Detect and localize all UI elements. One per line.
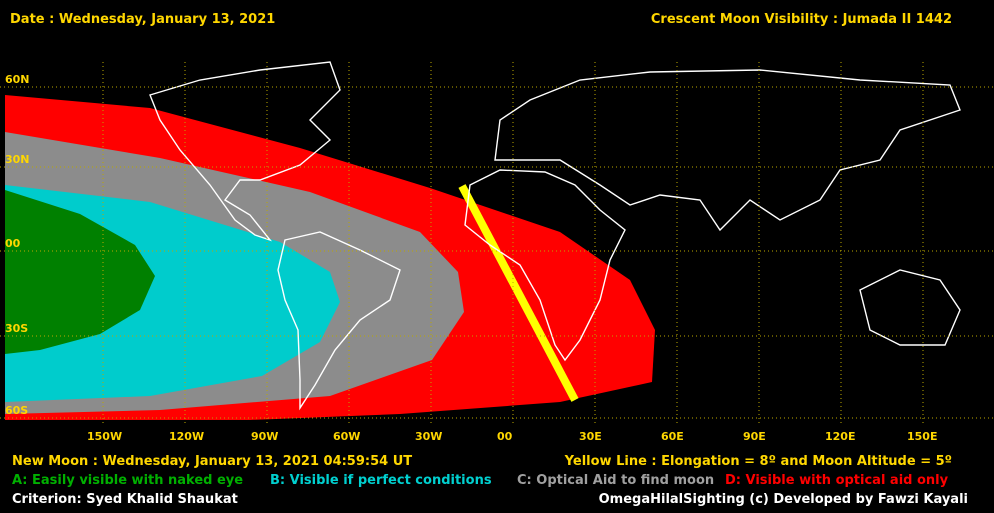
lon-label: 30W <box>415 430 442 443</box>
lat-label: 00 <box>5 237 21 250</box>
eurasia <box>494 69 961 232</box>
north-america <box>149 61 341 242</box>
criterion: Criterion: Syed Khalid Shaukat <box>12 492 238 507</box>
lon-label: 150W <box>87 430 122 443</box>
yellow-line-note: Yellow Line : Elongation = 8º and Moon A… <box>564 454 952 469</box>
lon-label: 90E <box>743 430 766 443</box>
lon-label: 30E <box>579 430 602 443</box>
australia <box>859 269 961 346</box>
south-america <box>277 231 401 411</box>
graticule <box>0 62 994 425</box>
legend-c: C: Optical Aid to find moon <box>517 473 714 488</box>
date: Date : Wednesday, January 13, 2021 <box>10 12 275 27</box>
lon-label: 120W <box>169 430 204 443</box>
yellow-line <box>458 184 579 402</box>
lat-label: 30S <box>5 322 28 335</box>
visibility-zones <box>5 95 655 420</box>
lat-label: 60N <box>5 73 30 86</box>
lon-label: 120E <box>825 430 855 443</box>
africa <box>464 169 626 362</box>
credit: OmegaHilalSighting (c) Developed by Fawz… <box>599 492 968 507</box>
lon-label: 90W <box>251 430 278 443</box>
zone-a <box>5 190 155 354</box>
coastlines <box>149 61 961 411</box>
lon-label: 150E <box>907 430 937 443</box>
lon-label: 60W <box>333 430 360 443</box>
lon-label: 00 <box>497 430 513 443</box>
axis-labels: 60N 30N 00 30S 60S 150W 120W 90W 60W 30W 00 30E 60E 9… <box>5 73 937 443</box>
lat-label: 60S <box>5 404 28 417</box>
new-moon: New Moon : Wednesday, January 13, 2021 0… <box>12 454 412 469</box>
map-title: Crescent Moon Visibility : Jumada II 144… <box>651 12 952 27</box>
lat-label: 30N <box>5 153 30 166</box>
legend-a: A: Easily visible with naked eye <box>12 473 243 488</box>
legend-b: B: Visible if perfect conditions <box>270 473 492 488</box>
lon-label: 60E <box>661 430 684 443</box>
legend-d: D: Visible with optical aid only <box>725 473 949 488</box>
